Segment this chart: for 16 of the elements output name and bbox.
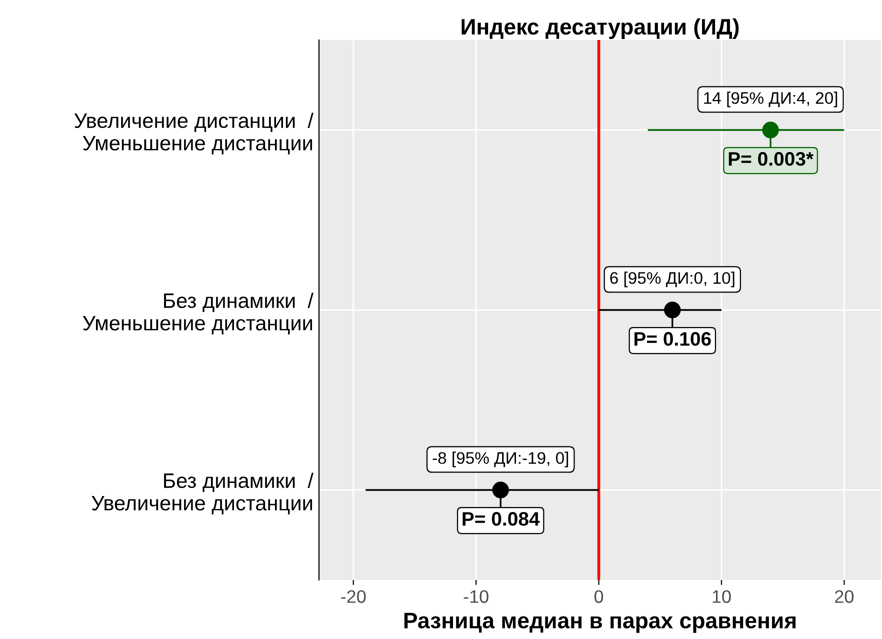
annotation: -8 [95% ДИ:-19, 0] <box>432 452 568 468</box>
annotation: 6 [95% ДИ:0, 10] <box>610 272 734 288</box>
chart-title: Индекс десатурации (ИД) <box>462 18 739 40</box>
annotation: P= 0.106 <box>634 332 711 346</box>
y-tick-label: Увеличение дистанции / Уменьшение дистанции <box>74 112 314 154</box>
x-tick-label: 20 <box>835 590 854 603</box>
x-tick-label: -10 <box>464 590 488 603</box>
annotation: P= 0.084 <box>462 512 540 526</box>
x-tick-label: -20 <box>341 590 366 603</box>
x-axis-title: Разница медиан в парах сравнения <box>404 612 796 633</box>
y-tick-label: Без динамики / Увеличение дистанции <box>92 472 314 514</box>
x-tick-label: 10 <box>712 590 731 603</box>
annotation: P= 0.003* <box>728 152 814 166</box>
annotation: 14 [95% ДИ:4, 20] <box>704 92 838 108</box>
x-tick-label: 0 <box>594 590 604 603</box>
y-tick-label: Без динамики / Уменьшение дистанции <box>82 292 314 334</box>
